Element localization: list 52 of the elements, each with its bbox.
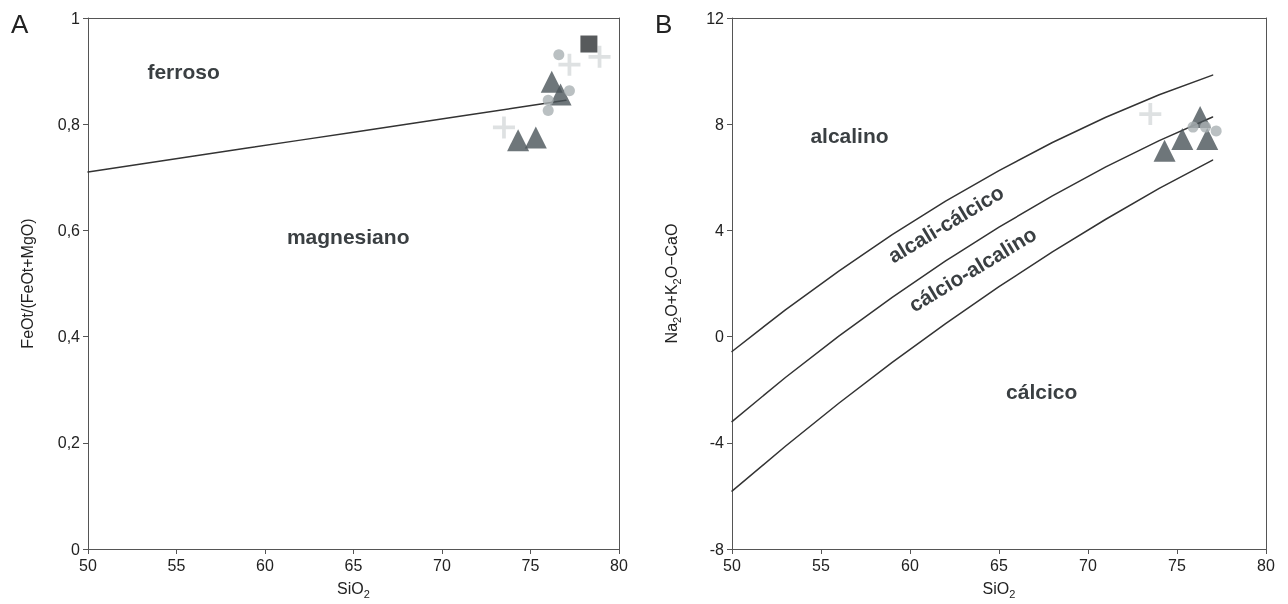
point [553,49,565,61]
line-series [731,74,1214,353]
x-tick-label: 70 [1079,556,1097,574]
x-tick-label: 80 [1257,556,1275,574]
y-axis-title: Na2O+K2O−CaO [662,223,683,344]
x-tick-label: 55 [812,556,830,574]
point [588,45,611,68]
point [542,94,554,106]
x-tick-label: 80 [610,556,628,574]
x-tick-label: 55 [167,556,186,574]
x-tick-label: 75 [521,556,540,574]
point [507,129,530,152]
point [1171,128,1194,151]
point [1153,139,1176,162]
point [558,53,581,76]
y-tick-label: 0,8 [57,115,81,133]
x-tick-label: 65 [344,556,363,574]
y-tick-label: 0,6 [57,221,81,239]
point [1210,125,1222,137]
line-series [731,159,1214,492]
x-tick-label: 65 [990,556,1008,574]
annotation: cálcico [1006,380,1078,404]
y-tick-label: 12 [706,9,725,27]
chart-title: A [11,9,29,39]
y-tick-label: 4 [715,221,725,239]
point [563,85,575,97]
point [1187,121,1199,133]
x-tick-label: 75 [1168,556,1186,574]
annotation: magnesiano [286,225,410,249]
x-tick-label: 60 [901,556,919,574]
x-tick-label: 50 [723,556,741,574]
y-tick-label: 0 [715,328,725,346]
point [1199,121,1211,133]
x-tick-label: 70 [433,556,451,574]
x-tick-label: 50 [79,556,97,574]
annotation: ferroso [147,59,220,83]
y-tick-label: -4 [709,434,725,452]
y-tick-label: 1 [71,9,81,27]
point [524,126,547,149]
point [1139,103,1162,126]
chart-title: B [655,9,673,39]
x-tick-label: 60 [256,556,274,574]
y-tick-label: 8 [715,115,725,133]
y-tick-label: 0,4 [57,328,81,346]
y-tick-label: -8 [709,540,725,558]
annotation: alcalino [810,123,889,147]
point [492,116,515,139]
point [580,35,598,53]
point [542,104,554,116]
y-tick-label: 0 [71,540,81,558]
y-axis-title: FeOt/(FeOt+MgO) [18,218,36,349]
y-tick-label: 0,2 [57,434,81,452]
